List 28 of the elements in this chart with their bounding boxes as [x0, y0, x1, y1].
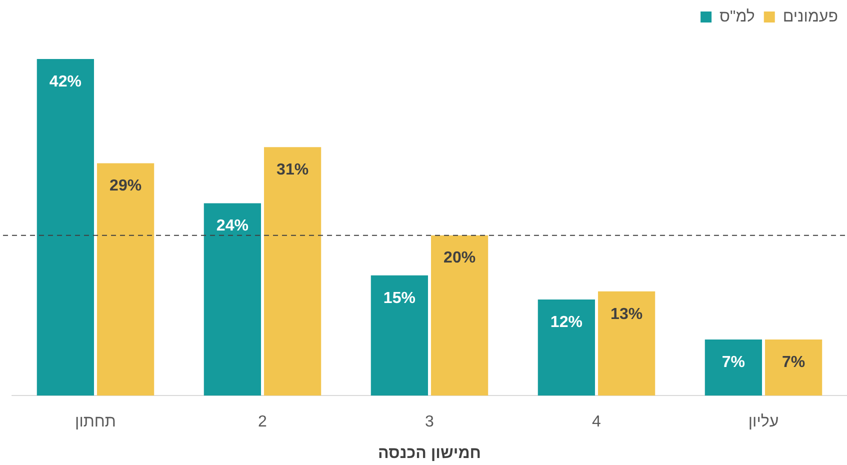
legend-label: למ"ס [720, 7, 755, 26]
bar [704, 340, 762, 396]
bar [370, 275, 428, 396]
x-tick-label: 2 [258, 414, 268, 431]
bar [538, 299, 595, 396]
bar [431, 235, 488, 396]
x-tick-label: 3 [425, 414, 434, 431]
bar [36, 59, 94, 396]
data-label: 7% [782, 354, 806, 371]
x-tick-label: 4 [592, 414, 602, 431]
data-label: 12% [550, 314, 582, 331]
data-label: 31% [276, 162, 309, 179]
data-label: 42% [49, 73, 82, 90]
legend-label: פעמונים [782, 8, 838, 26]
data-label: 15% [383, 290, 416, 307]
bar [598, 291, 656, 396]
data-label: 13% [610, 306, 643, 323]
x-tick-label: עליון [748, 412, 779, 431]
data-label: 24% [216, 218, 248, 235]
x-axis-title: חמישון הכנסה [378, 444, 482, 462]
bar [97, 163, 154, 396]
data-label: 20% [444, 250, 476, 267]
x-tick-label: תחתון [75, 414, 116, 431]
bar [765, 340, 822, 396]
data-label: 29% [110, 178, 142, 195]
bar [264, 147, 322, 396]
bar [204, 203, 261, 396]
data-label: 7% [722, 354, 746, 371]
